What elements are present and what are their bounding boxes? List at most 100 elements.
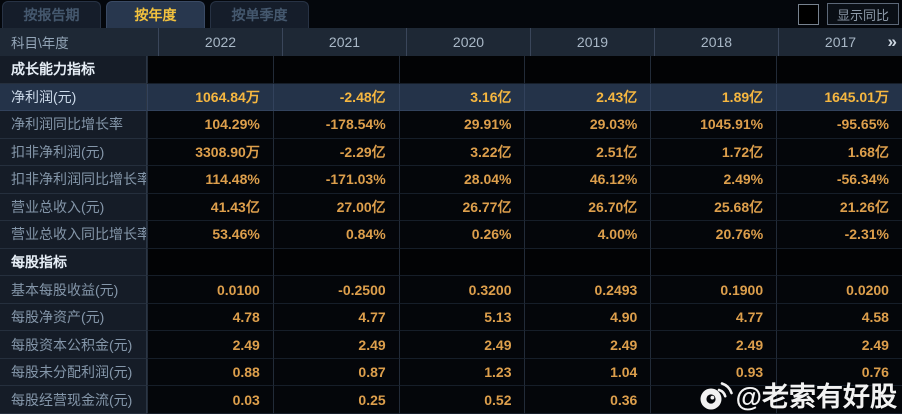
cell-value [776,248,902,277]
cell-value [272,248,399,277]
cell-value: 26.70亿 [524,193,651,222]
year-header-2018: 2018 [654,28,778,56]
cell-value: 3.16亿 [398,83,525,112]
cell-value: -2.29亿 [272,138,399,167]
table-row[interactable]: 每股经营现金流(元) 0.03 0.25 0.52 0.36 [0,386,902,414]
cell-value: 0.2493 [524,276,651,304]
row-label: 净利润(元) [0,83,147,112]
cell-value: 1.89亿 [650,83,777,112]
cell-value: 3308.90万 [147,138,273,167]
tab-by-single-quarter[interactable]: 按单季度 [210,1,309,28]
cell-value: 1.68亿 [776,138,902,167]
cell-value: 20.76% [650,221,777,249]
cell-value [272,56,399,84]
cell-value: 4.00% [524,221,651,249]
row-label: 每股经营现金流(元) [0,386,147,414]
cell-value: 1645.01万 [776,83,902,112]
cell-value: 0.52 [398,386,525,414]
cell-value: -171.03% [272,166,399,194]
more-years-chevron-icon[interactable]: » [887,32,898,51]
row-label: 扣非净利润(元) [0,138,147,167]
cell-value: 114.48% [147,166,273,194]
cell-value: 4.77 [272,303,399,332]
cell-value [147,248,273,277]
table-row[interactable]: 扣非净利润(元) 3308.90万 -2.29亿 3.22亿 2.51亿 1.72亿 1.6… [0,138,902,167]
cell-value: 0.93 [650,358,777,387]
cell-value: -0.2500 [272,276,399,304]
cell-value: 1045.91% [650,111,777,139]
cell-value: 0.0100 [147,276,273,304]
yoy-controls: 显示同比 [797,3,902,28]
tab-by-year[interactable]: 按年度 [106,1,205,28]
year-header-2017: 2017 [778,28,902,56]
cell-value: 2.43亿 [524,83,651,112]
cell-value: 0.76 [776,358,902,387]
cell-value: 2.49 [650,331,777,359]
row-label: 基本每股收益(元) [0,276,147,304]
year-header-2022: 2022 [158,28,282,56]
indicators-table: 科目\年度 2022 2021 2020 2019 2018 2017» 成长能力指标 净利… [0,28,902,414]
cell-value: -56.34% [776,166,902,194]
table-row[interactable]: 营业总收入同比增长率 53.46% 0.84% 0.26% 4.00% 20.76% -2.… [0,221,902,249]
cell-value [524,56,651,84]
cell-value: 0.0200 [776,276,902,304]
cell-value: 0.26% [398,221,525,249]
cell-value: 5.13 [398,303,525,332]
row-label: 每股资本公积金(元) [0,331,147,359]
cell-value: 2.49 [147,331,273,359]
cell-value: -2.48亿 [272,83,399,112]
row-label: 扣非净利润同比增长率 [0,166,147,194]
table-row[interactable]: 净利润(元) 1064.84万 -2.48亿 3.16亿 2.43亿 1.89亿 1645.… [0,83,902,112]
cell-value: 0.84% [272,221,399,249]
cell-value: 1.04 [524,358,651,387]
show-yoy-checkbox[interactable] [797,3,819,25]
cell-value: 2.49 [776,331,902,359]
cell-value: 0.03 [147,386,273,414]
cell-value: 29.91% [398,111,525,139]
cell-value: 2.49 [272,331,399,359]
cell-value: 2.49 [524,331,651,359]
show-yoy-button[interactable]: 显示同比 [826,3,899,25]
table-row[interactable]: 每股净资产(元) 4.78 4.77 5.13 4.90 4.77 4.58 [0,303,902,332]
cell-value: 4.58 [776,303,902,332]
cell-value: 104.29% [147,111,273,139]
corner-header: 科目\年度 [11,36,69,51]
table-row[interactable]: 每股未分配利润(元) 0.88 0.87 1.23 1.04 0.93 0.76 [0,358,902,387]
cell-value [147,56,273,84]
cell-value: 0.1900 [650,276,777,304]
row-label: 每股净资产(元) [0,303,147,332]
cell-value: 2.49% [650,166,777,194]
table-row[interactable]: 净利润同比增长率 104.29% -178.54% 29.91% 29.03% 1045.… [0,111,902,139]
cell-value: -2.31% [776,221,902,249]
cell-value: 0.25 [272,386,399,414]
cell-value: 28.04% [398,166,525,194]
cell-value: 27.00亿 [272,193,399,222]
cell-value: 41.43亿 [147,193,273,222]
section-row: 每股指标 [0,248,902,277]
cell-value: 53.46% [147,221,273,249]
cell-value: 3.22亿 [398,138,525,167]
cell-value: 4.78 [147,303,273,332]
section-row: 成长能力指标 [0,56,902,84]
cell-value: 4.77 [650,303,777,332]
year-header-2019: 2019 [530,28,654,56]
cell-value: 4.90 [524,303,651,332]
cell-value: 1.72亿 [650,138,777,167]
table-row[interactable]: 扣非净利润同比增长率 114.48% -171.03% 28.04% 46.12% 2.4… [0,166,902,194]
row-label: 每股指标 [0,248,147,277]
cell-value: 1.23 [398,358,525,387]
cell-value: 0.3200 [398,276,525,304]
table-row[interactable]: 基本每股收益(元) 0.0100 -0.2500 0.3200 0.2493 0.1900… [0,276,902,304]
row-label: 营业总收入(元) [0,193,147,222]
year-header-2020: 2020 [406,28,530,56]
year-header-2021: 2021 [282,28,406,56]
table-row[interactable]: 营业总收入(元) 41.43亿 27.00亿 26.77亿 26.70亿 25.68亿 21… [0,193,902,222]
row-label: 净利润同比增长率 [0,111,147,139]
table-row[interactable]: 每股资本公积金(元) 2.49 2.49 2.49 2.49 2.49 2.49 [0,331,902,359]
cell-value: 46.12% [524,166,651,194]
tab-by-report-period[interactable]: 按报告期 [2,1,101,28]
cell-value [650,386,777,414]
cell-value [398,56,525,84]
cell-value: 0.88 [147,358,273,387]
